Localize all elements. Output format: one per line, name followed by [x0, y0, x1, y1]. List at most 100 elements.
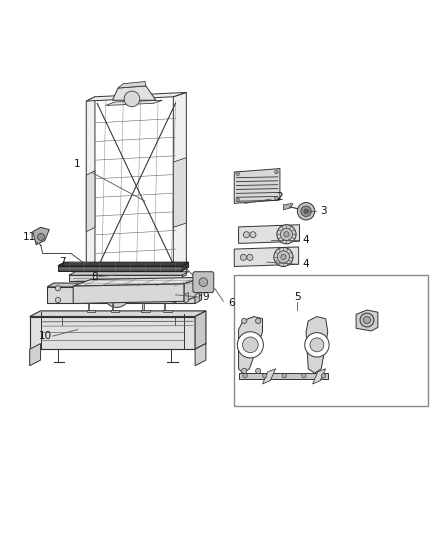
- Bar: [234, 275, 428, 406]
- Polygon shape: [182, 262, 188, 271]
- Polygon shape: [87, 310, 95, 312]
- Circle shape: [244, 232, 250, 238]
- Polygon shape: [73, 284, 184, 303]
- Polygon shape: [356, 310, 378, 331]
- Text: 4: 4: [303, 260, 309, 269]
- Polygon shape: [88, 303, 89, 310]
- Polygon shape: [73, 277, 201, 286]
- Circle shape: [172, 286, 177, 291]
- Circle shape: [124, 91, 140, 107]
- Circle shape: [274, 247, 293, 266]
- Polygon shape: [30, 317, 195, 349]
- Circle shape: [321, 374, 325, 378]
- Polygon shape: [58, 265, 182, 271]
- Circle shape: [275, 197, 278, 200]
- Circle shape: [302, 374, 306, 378]
- Polygon shape: [111, 310, 119, 312]
- Text: 10: 10: [39, 331, 52, 341]
- Polygon shape: [262, 369, 276, 384]
- Circle shape: [55, 297, 60, 303]
- Polygon shape: [239, 373, 328, 379]
- Circle shape: [282, 374, 286, 378]
- Circle shape: [242, 318, 247, 324]
- Polygon shape: [86, 92, 186, 101]
- Circle shape: [275, 171, 278, 174]
- Polygon shape: [184, 277, 201, 301]
- Polygon shape: [106, 100, 162, 106]
- Polygon shape: [283, 204, 293, 210]
- Bar: [82, 289, 149, 301]
- Text: 7: 7: [59, 257, 66, 267]
- Circle shape: [236, 172, 240, 175]
- Circle shape: [237, 332, 263, 358]
- Polygon shape: [112, 303, 113, 310]
- Circle shape: [280, 228, 293, 240]
- Polygon shape: [173, 158, 186, 228]
- Circle shape: [240, 254, 247, 261]
- Circle shape: [172, 297, 177, 303]
- Circle shape: [104, 281, 130, 308]
- Text: 5: 5: [294, 292, 300, 302]
- Circle shape: [304, 209, 308, 213]
- Polygon shape: [30, 344, 41, 366]
- FancyBboxPatch shape: [193, 272, 214, 293]
- Circle shape: [255, 368, 261, 374]
- Circle shape: [277, 251, 290, 263]
- Polygon shape: [195, 293, 199, 303]
- Circle shape: [255, 318, 261, 324]
- Polygon shape: [69, 272, 188, 275]
- Polygon shape: [113, 86, 156, 100]
- Text: 11: 11: [23, 232, 36, 243]
- Polygon shape: [195, 311, 206, 349]
- Text: 2: 2: [277, 192, 283, 202]
- Text: 6: 6: [229, 298, 235, 309]
- Circle shape: [243, 374, 247, 378]
- Circle shape: [364, 317, 371, 324]
- Polygon shape: [47, 283, 201, 287]
- Circle shape: [297, 203, 315, 220]
- Text: 3: 3: [320, 206, 327, 216]
- Polygon shape: [142, 303, 144, 310]
- Circle shape: [113, 291, 120, 298]
- Circle shape: [199, 278, 208, 287]
- Polygon shape: [234, 247, 299, 266]
- Circle shape: [250, 232, 256, 238]
- Circle shape: [301, 206, 311, 216]
- Polygon shape: [306, 317, 328, 373]
- Circle shape: [310, 338, 324, 352]
- Circle shape: [38, 233, 45, 240]
- Polygon shape: [184, 293, 188, 303]
- Polygon shape: [30, 311, 206, 317]
- Circle shape: [262, 374, 267, 378]
- Circle shape: [243, 337, 258, 353]
- Circle shape: [109, 287, 124, 302]
- Polygon shape: [118, 82, 146, 88]
- Polygon shape: [141, 310, 150, 312]
- Text: 9: 9: [203, 292, 209, 302]
- Circle shape: [55, 286, 60, 291]
- Polygon shape: [239, 225, 300, 244]
- Circle shape: [284, 232, 289, 237]
- Text: 4: 4: [303, 235, 309, 245]
- Circle shape: [236, 198, 240, 201]
- Polygon shape: [47, 287, 195, 303]
- Polygon shape: [69, 275, 182, 281]
- Polygon shape: [86, 171, 95, 232]
- Polygon shape: [313, 369, 325, 384]
- Polygon shape: [173, 92, 186, 279]
- Circle shape: [242, 368, 247, 374]
- Text: 1: 1: [74, 159, 81, 169]
- Circle shape: [360, 313, 374, 327]
- Polygon shape: [195, 283, 201, 303]
- Polygon shape: [163, 310, 172, 312]
- Circle shape: [305, 333, 329, 357]
- Polygon shape: [164, 303, 166, 310]
- Text: 8: 8: [92, 271, 98, 281]
- Circle shape: [281, 254, 286, 260]
- Polygon shape: [239, 317, 262, 373]
- Polygon shape: [86, 97, 95, 284]
- Circle shape: [277, 225, 296, 244]
- Polygon shape: [58, 262, 188, 265]
- Polygon shape: [234, 168, 280, 204]
- Polygon shape: [33, 228, 49, 245]
